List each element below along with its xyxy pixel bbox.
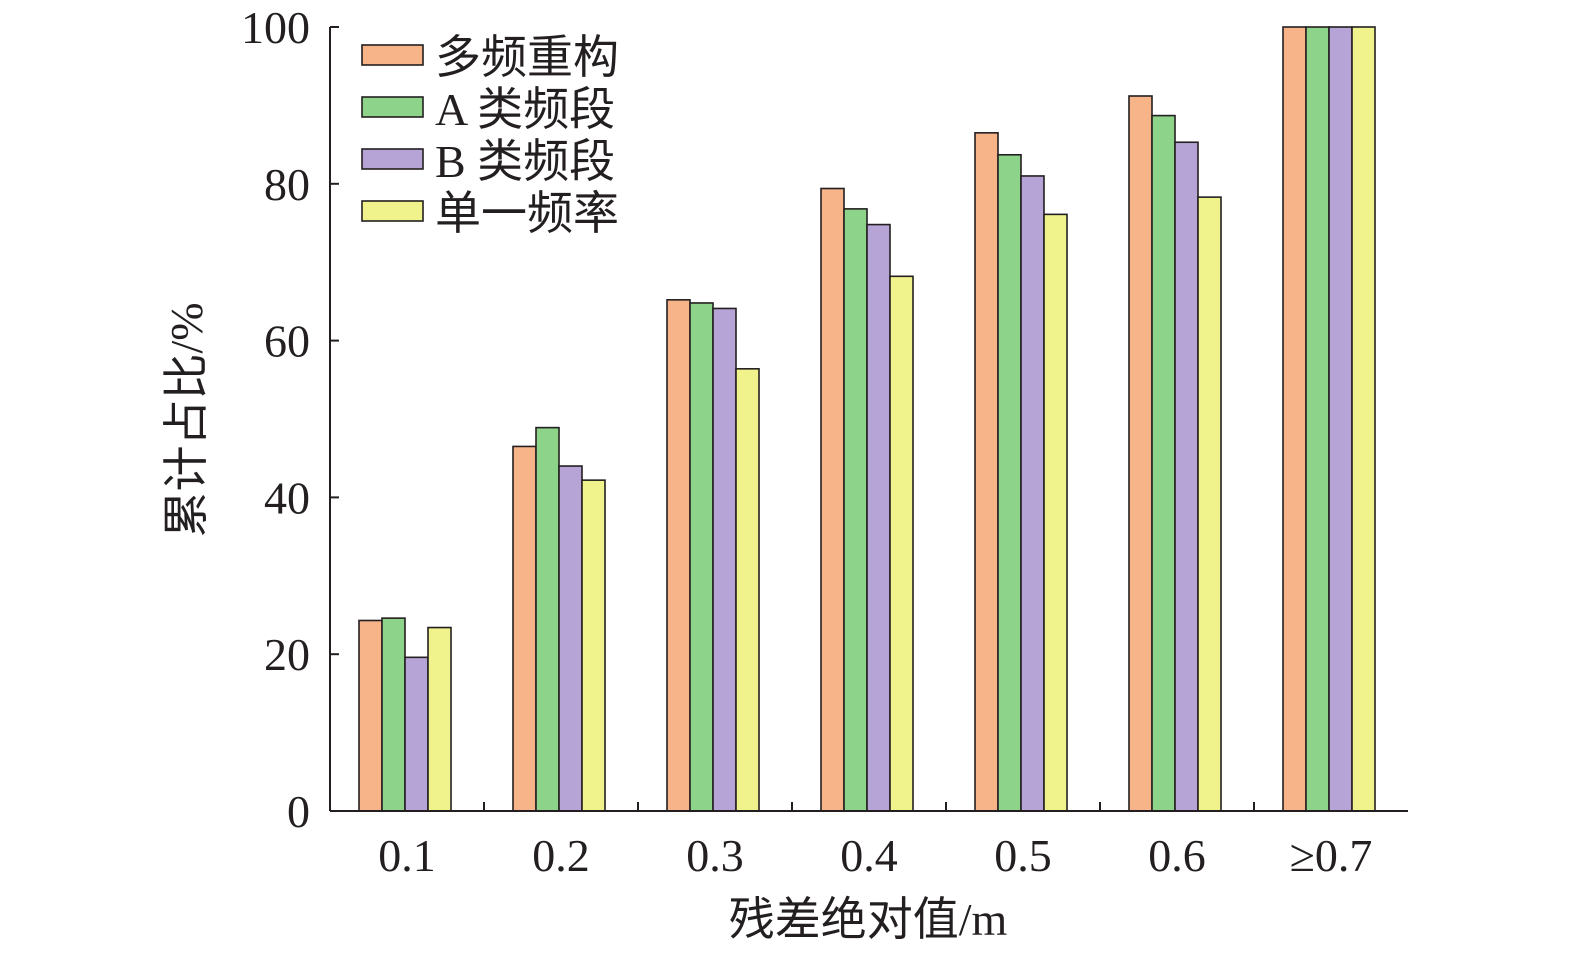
bar-4-7	[1351, 26, 1376, 812]
bar-2-1	[381, 617, 406, 812]
bar-3-4	[866, 223, 891, 812]
bar-1-1	[358, 619, 383, 812]
bar-2-7	[1305, 26, 1330, 812]
bar-1-2	[512, 445, 537, 812]
x-tick-label: 0.1	[378, 830, 436, 881]
bar-2-5	[997, 153, 1022, 812]
bar-4-5	[1043, 213, 1068, 812]
bars-layer	[358, 26, 1376, 812]
y-tick-label: 100	[241, 2, 310, 53]
legend-label-3: B 类频段	[435, 136, 615, 187]
bar-4-6	[1197, 196, 1222, 812]
bar-4-1	[427, 626, 452, 812]
axes-layer	[329, 27, 1408, 812]
x-tick-label: 0.2	[532, 830, 590, 881]
legend-swatch-4	[361, 200, 424, 222]
bar-4-4	[889, 275, 914, 812]
bar-4-3	[735, 368, 760, 812]
y-axis-title: 累计占比/%	[161, 302, 212, 537]
x-tick-label: ≥0.7	[1290, 830, 1373, 881]
bar-3-2	[558, 465, 583, 812]
y-tick-label: 60	[264, 316, 310, 367]
bar-1-4	[820, 187, 845, 812]
bar-2-4	[843, 208, 868, 812]
legend-label-4: 单一频率	[435, 188, 619, 239]
bar-4-2	[581, 479, 606, 812]
x-tick-label: 0.6	[1148, 830, 1206, 881]
legend-swatch-2	[361, 96, 424, 118]
bar-1-5	[974, 132, 999, 812]
legend-swatch-3	[361, 148, 424, 170]
bar-3-6	[1174, 141, 1199, 812]
bar-3-7	[1328, 26, 1353, 812]
y-tick-label: 80	[264, 159, 310, 210]
legend-label-1: 多频重构	[435, 32, 619, 83]
x-tick-label: 0.3	[686, 830, 744, 881]
legend-label-2: A 类频段	[435, 84, 615, 135]
bar-2-3	[689, 302, 714, 812]
legend-swatch-1	[361, 44, 424, 66]
bar-1-3	[666, 299, 691, 812]
bar-1-6	[1128, 95, 1153, 812]
x-tick-label: 0.5	[994, 830, 1052, 881]
x-axis-title: 残差绝对值/m	[729, 894, 1008, 945]
y-tick-label: 20	[264, 629, 310, 680]
x-tick-label: 0.4	[840, 830, 898, 881]
ticks-layer: 0 20 40 60 80 100 0.1 0.2 0.3 0.4 0.5 0.6 ≥0.7	[241, 2, 1372, 881]
bar-2-2	[535, 426, 560, 812]
bar-1-7	[1282, 26, 1307, 812]
bar-2-6	[1151, 114, 1176, 812]
bar-3-5	[1020, 175, 1045, 812]
bar-3-1	[404, 656, 429, 812]
y-tick-label: 40	[264, 472, 310, 523]
bar-3-3	[712, 307, 737, 812]
y-tick-label: 0	[287, 786, 310, 837]
